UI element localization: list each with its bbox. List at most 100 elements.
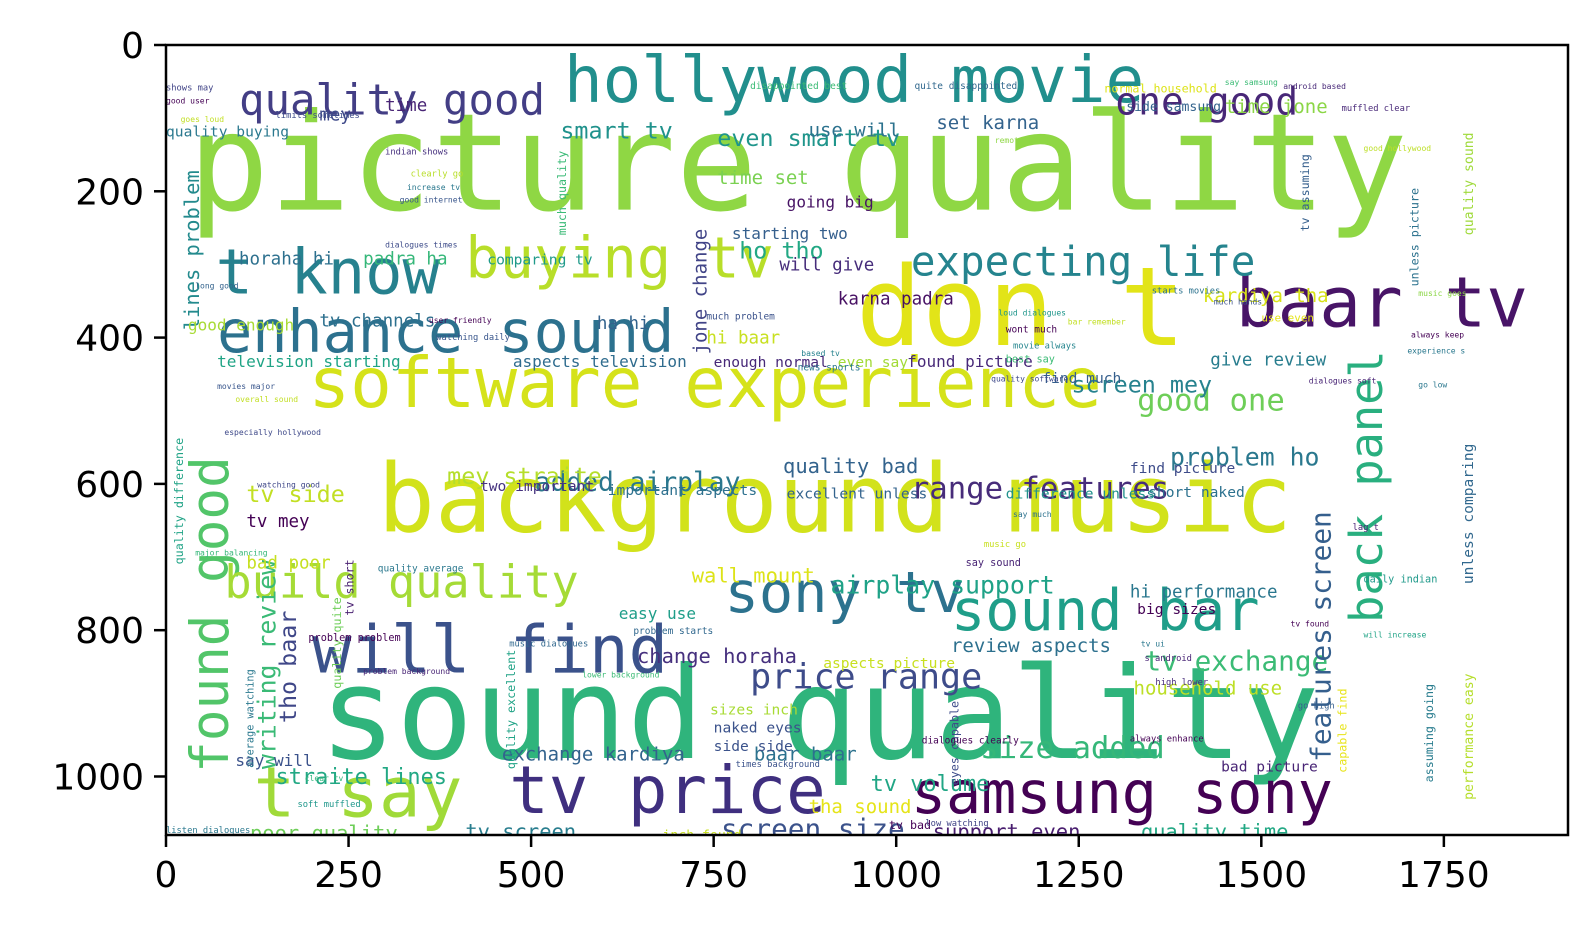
cloud-word: good user <box>166 97 210 106</box>
cloud-word: tv bad <box>889 818 931 832</box>
cloud-word: enhance sound <box>217 298 674 366</box>
cloud-word: dialogues soft <box>1309 377 1377 386</box>
cloud-word: range features <box>911 472 1169 507</box>
cloud-word: ha hi <box>597 314 650 334</box>
cloud-word: tho baar <box>274 611 302 724</box>
cloud-word: review aspects <box>951 635 1111 657</box>
cloud-word: software experience <box>308 344 1101 424</box>
plot-frame <box>164 43 1570 837</box>
cloud-word: clear tv <box>305 774 344 783</box>
cloud-word: quality good <box>239 75 545 124</box>
cloud-word: even smart tv <box>717 124 900 152</box>
y-tick-label: 400 <box>75 319 144 360</box>
cloud-word: wall mount <box>692 564 815 588</box>
cloud-word: especially hollywood <box>224 428 321 437</box>
cloud-word: screen size <box>721 813 905 846</box>
cloud-word: sound quality <box>319 640 1319 789</box>
cloud-word: padra ha <box>363 249 447 269</box>
cloud-word: features screen <box>1305 511 1338 762</box>
cloud-word: capable find <box>1336 688 1350 772</box>
y-tick-label: 800 <box>75 611 144 652</box>
cloud-word: android based <box>1283 82 1346 91</box>
cloud-word: side samsung <box>1126 100 1221 115</box>
cloud-word: will give <box>779 255 874 275</box>
cloud-word: expecting life <box>911 237 1256 285</box>
y-tick-label: 600 <box>75 465 144 506</box>
cloud-word: much hands <box>1214 298 1262 307</box>
cloud-word: sizes inch <box>710 701 798 718</box>
cloud-word: hi baar <box>706 328 780 348</box>
cloud-word: tv side <box>246 480 344 508</box>
cloud-word: found picture <box>907 352 1033 371</box>
plot-area <box>166 45 1568 835</box>
cloud-word: one good <box>1115 79 1298 123</box>
cloud-word: quality average <box>378 564 464 575</box>
cloud-word: airplay support <box>830 571 1054 600</box>
cloud-word: starts movies <box>1152 287 1220 297</box>
cloud-word: assuming going <box>1422 684 1436 782</box>
cloud-word: t know <box>216 236 441 309</box>
cloud-word: dialogues times <box>385 241 458 250</box>
cloud-word: price range <box>750 657 982 698</box>
y-tick-label: 1000 <box>52 757 144 798</box>
cloud-word: don t <box>856 243 1186 371</box>
cloud-word: watching daily <box>436 333 510 343</box>
cloud-word: say much <box>1013 510 1052 519</box>
cloud-word: inch found <box>663 828 742 843</box>
cloud-word: baar baar <box>754 743 857 765</box>
cloud-word: long good <box>195 282 239 291</box>
cloud-word: good enough <box>188 315 294 334</box>
cloud-word: found good <box>180 456 241 773</box>
x-axis: 0 250 500 750 1000 1250 1500 1750 <box>155 835 1490 896</box>
cloud-word: short naked <box>1148 484 1245 501</box>
cloud-word: lag t <box>1353 523 1379 533</box>
cloud-word: music goes <box>1418 289 1466 298</box>
cloud-word: overall sound <box>235 395 298 404</box>
cloud-word: always keep <box>1411 331 1464 340</box>
cloud-word: bar remember <box>1068 317 1126 326</box>
cloud-word: tha sound <box>809 796 912 818</box>
cloud-word: unless picture <box>1407 188 1421 286</box>
cloud-word: tv ui <box>1141 639 1165 648</box>
cloud-word: news sports <box>798 363 861 374</box>
cloud-word: straite lines <box>276 765 447 790</box>
cloud-word: even say <box>838 354 909 371</box>
x-tick-label: 500 <box>497 855 566 896</box>
cloud-word: writing review <box>253 560 282 769</box>
cloud-word: tv mey <box>246 512 309 532</box>
cloud-word: daily indian <box>1364 575 1438 586</box>
cloud-word: user friendly <box>429 316 492 325</box>
cloud-word: average watching <box>246 669 257 767</box>
cloud-word: bad picture <box>1221 758 1318 775</box>
cloud-word: sound bar <box>951 578 1260 644</box>
cloud-word: quality quite <box>330 597 344 688</box>
cloud-word: picture quality <box>188 85 1408 242</box>
cloud-word: dialogues clearly <box>922 736 1019 747</box>
cloud-word: set karna <box>936 112 1039 134</box>
cloud-word: tv assuming <box>1298 154 1312 231</box>
cloud-word: performance easy <box>1462 673 1477 800</box>
cloud-word: hi performance <box>1130 582 1278 602</box>
cloud-word: best say <box>1006 354 1055 365</box>
cloud-word: added airplay <box>535 468 741 498</box>
y-tick-label: 200 <box>75 172 144 213</box>
cloud-word: tv short <box>343 559 357 615</box>
cloud-word: comparing tv <box>487 251 593 268</box>
cloud-word: movie always <box>1013 342 1076 352</box>
cloud-word: aspects picture <box>823 655 955 672</box>
cloud-word: tv exchange <box>1144 644 1328 677</box>
cloud-word: change horaha <box>637 644 797 668</box>
cloud-word: excellent unless <box>787 486 928 503</box>
cloud-word: size added <box>980 731 1165 766</box>
cloud-word: time <box>385 96 427 116</box>
cloud-word: aspects television <box>513 352 687 371</box>
cloud-word: movies major <box>217 382 275 391</box>
cloud-word: jone change <box>689 229 711 355</box>
cloud-word: muffled clear <box>1342 104 1410 114</box>
cloud-word: mey straite <box>447 462 602 490</box>
cloud-word: good internet <box>400 195 463 204</box>
cloud-word: goes loud <box>181 115 225 124</box>
cloud-word: go high <box>1298 701 1335 711</box>
y-tick-label: 0 <box>121 26 144 67</box>
